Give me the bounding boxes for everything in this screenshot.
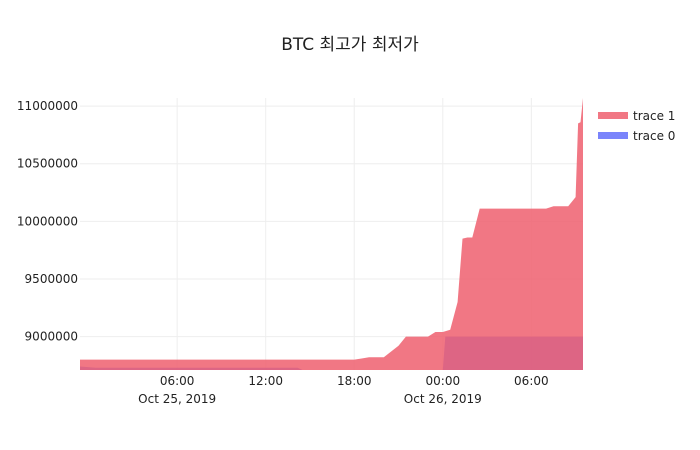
x-tick-date-label: Oct 26, 2019 [404, 392, 482, 406]
x-tick-label: 06:00 [160, 374, 195, 388]
x-tick-label: 06:00 [514, 374, 549, 388]
x-tick-date-label: Oct 25, 2019 [138, 392, 216, 406]
x-tick-label: 12:00 [248, 374, 283, 388]
y-tick-label: 9500000 [25, 272, 78, 286]
legend-label: trace 1 [633, 109, 675, 123]
area-trace-1 [80, 98, 583, 370]
x-tick-label: 00:00 [426, 374, 461, 388]
legend-swatch [598, 132, 628, 139]
legend-item-trace-1[interactable]: trace 1 [598, 109, 675, 123]
x-tick-label: 18:00 [337, 374, 372, 388]
plot-areas [80, 98, 583, 370]
y-tick-label: 11000000 [17, 99, 78, 113]
y-axis: 9000000 9500000 10000000 10500000 11000000 [17, 99, 78, 344]
chart-title: BTC 최고가 최저가 [281, 35, 419, 55]
legend-label: trace 0 [633, 129, 675, 143]
legend[interactable]: trace 1 trace 0 [598, 109, 675, 143]
x-axis: 06:00 Oct 25, 2019 12:00 18:00 00:00 Oct 26, … [138, 374, 548, 406]
y-tick-label: 9000000 [25, 330, 78, 344]
legend-swatch [598, 112, 628, 119]
legend-item-trace-0[interactable]: trace 0 [598, 129, 675, 143]
y-tick-label: 10000000 [17, 214, 78, 228]
y-tick-label: 10500000 [17, 157, 78, 171]
